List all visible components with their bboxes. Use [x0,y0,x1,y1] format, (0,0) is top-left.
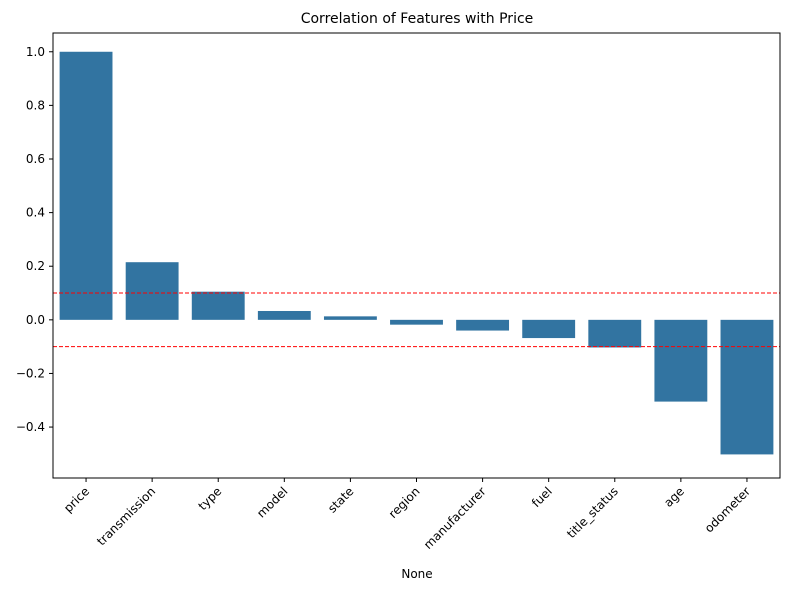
bar-odometer [720,319,774,455]
y-tick-label: 0.0 [26,313,45,327]
x-tick-label: age [661,484,687,510]
x-tick-label: title_status [564,484,621,541]
y-tick-label: 0.4 [26,206,45,220]
y-tick-label: 0.8 [26,98,45,112]
chart-title: Correlation of Features with Price [301,11,534,27]
y-tick-label: −0.4 [16,420,45,434]
bar-manufacturer [456,319,510,331]
x-tick-label: odometer [702,484,753,535]
bar-title-status [588,319,642,348]
y-tick-label: 1.0 [26,45,45,59]
x-axis-label: None [401,567,432,581]
x-tick-label: region [386,484,423,521]
bar-type [191,291,245,320]
x-tick-label: state [325,484,356,515]
x-tick-label: manufacturer [421,484,489,552]
bar-model [257,310,311,320]
bar-fuel [522,319,576,339]
x-tick-label: fuel [529,484,555,510]
x-tick-label: type [195,484,224,513]
y-axis: −0.4 −0.2 0.0 0.2 0.4 0.6 0.8 1.0 [16,45,53,434]
x-tick-label: price [61,484,92,515]
bar-state [323,316,377,320]
x-tick-label: model [254,484,290,520]
y-tick-label: 0.6 [26,152,45,166]
bar-age [654,319,708,402]
bars-group [59,51,774,455]
y-tick-label: −0.2 [16,366,45,380]
plot-frame [52,32,781,479]
bar-transmission [125,262,179,320]
reference-lines [53,292,780,348]
x-tick-label: transmission [94,484,158,548]
x-axis: price transmission type model state regionman… [61,478,753,552]
bar-region [390,319,443,325]
bar-price [59,51,113,320]
y-tick-label: 0.2 [26,259,45,273]
